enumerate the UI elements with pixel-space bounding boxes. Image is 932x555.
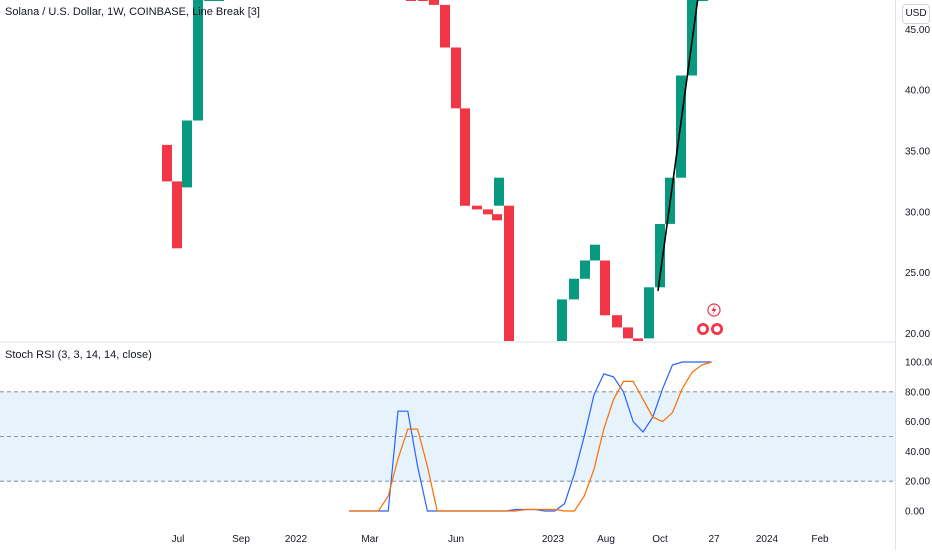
line-break-box[interactable]: [623, 327, 633, 339]
line-break-box[interactable]: [214, 0, 224, 1]
time-tick-label: Oct: [652, 534, 668, 545]
line-break-box[interactable]: [580, 260, 590, 279]
price-tick-label: 35.00: [905, 146, 930, 157]
line-break-box[interactable]: [600, 260, 610, 316]
flag-event-icon: [713, 325, 721, 333]
chart-title: Solana / U.S. Dollar, 1W, COINBASE, Line…: [5, 6, 260, 18]
time-tick-label: 2024: [756, 534, 779, 545]
flag-event-icon: [699, 325, 707, 333]
rsi-tick-label: 60.00: [905, 417, 930, 428]
line-break-box[interactable]: [418, 0, 428, 1]
line-break-box[interactable]: [472, 205, 482, 210]
line-break-box[interactable]: [429, 0, 439, 5]
time-tick-label: Sep: [232, 534, 250, 545]
price-tick-label: 25.00: [905, 268, 930, 279]
time-tick-label: 2023: [542, 534, 565, 545]
price-tick-label: 40.00: [905, 86, 930, 97]
rsi-tick-label: 0.00: [905, 507, 925, 518]
time-tick-label: 2022: [285, 534, 308, 545]
currency-button[interactable]: USD: [902, 4, 930, 24]
line-break-box[interactable]: [655, 224, 665, 288]
line-break-box[interactable]: [633, 338, 643, 341]
lightning-icon: [711, 305, 717, 315]
line-break-box[interactable]: [644, 287, 654, 339]
line-break-box[interactable]: [504, 205, 514, 341]
line-break-box[interactable]: [612, 315, 622, 328]
rsi-tick-label: 20.00: [905, 477, 930, 488]
line-break-box[interactable]: [590, 244, 600, 261]
line-break-box[interactable]: [204, 0, 214, 1]
time-tick-label: Jun: [448, 534, 464, 545]
line-break-box[interactable]: [569, 278, 579, 300]
time-tick-label: 27: [708, 534, 720, 545]
line-break-box[interactable]: [451, 47, 461, 109]
line-break-box[interactable]: [557, 299, 567, 341]
line-break-box[interactable]: [483, 209, 493, 215]
price-tick-label: 45.00: [905, 25, 930, 36]
line-break-box[interactable]: [193, 0, 203, 121]
rsi-tick-label: 80.00: [905, 387, 930, 398]
stoch-d-line: [349, 361, 712, 512]
time-tick-label: Feb: [811, 534, 829, 545]
time-tick-label: Mar: [361, 534, 379, 545]
time-tick-label: Jul: [172, 534, 185, 545]
trend-drawing-line[interactable]: [657, 0, 715, 292]
stoch-rsi-title: Stoch RSI (3, 3, 14, 14, close): [5, 349, 152, 361]
line-break-box[interactable]: [494, 177, 504, 206]
line-break-box[interactable]: [492, 214, 502, 221]
price-tick-label: 20.00: [905, 329, 930, 340]
line-break-box[interactable]: [698, 0, 708, 1]
rsi-tick-label: 100.00: [905, 358, 932, 369]
line-break-box[interactable]: [406, 0, 416, 1]
rsi-tick-label: 40.00: [905, 447, 930, 458]
line-break-box[interactable]: [172, 181, 182, 249]
line-break-box[interactable]: [440, 4, 450, 48]
line-break-box[interactable]: [182, 120, 192, 188]
line-break-box[interactable]: [162, 144, 172, 182]
time-tick-label: Aug: [597, 534, 615, 545]
price-tick-label: 30.00: [905, 207, 930, 218]
line-break-box[interactable]: [460, 108, 470, 206]
